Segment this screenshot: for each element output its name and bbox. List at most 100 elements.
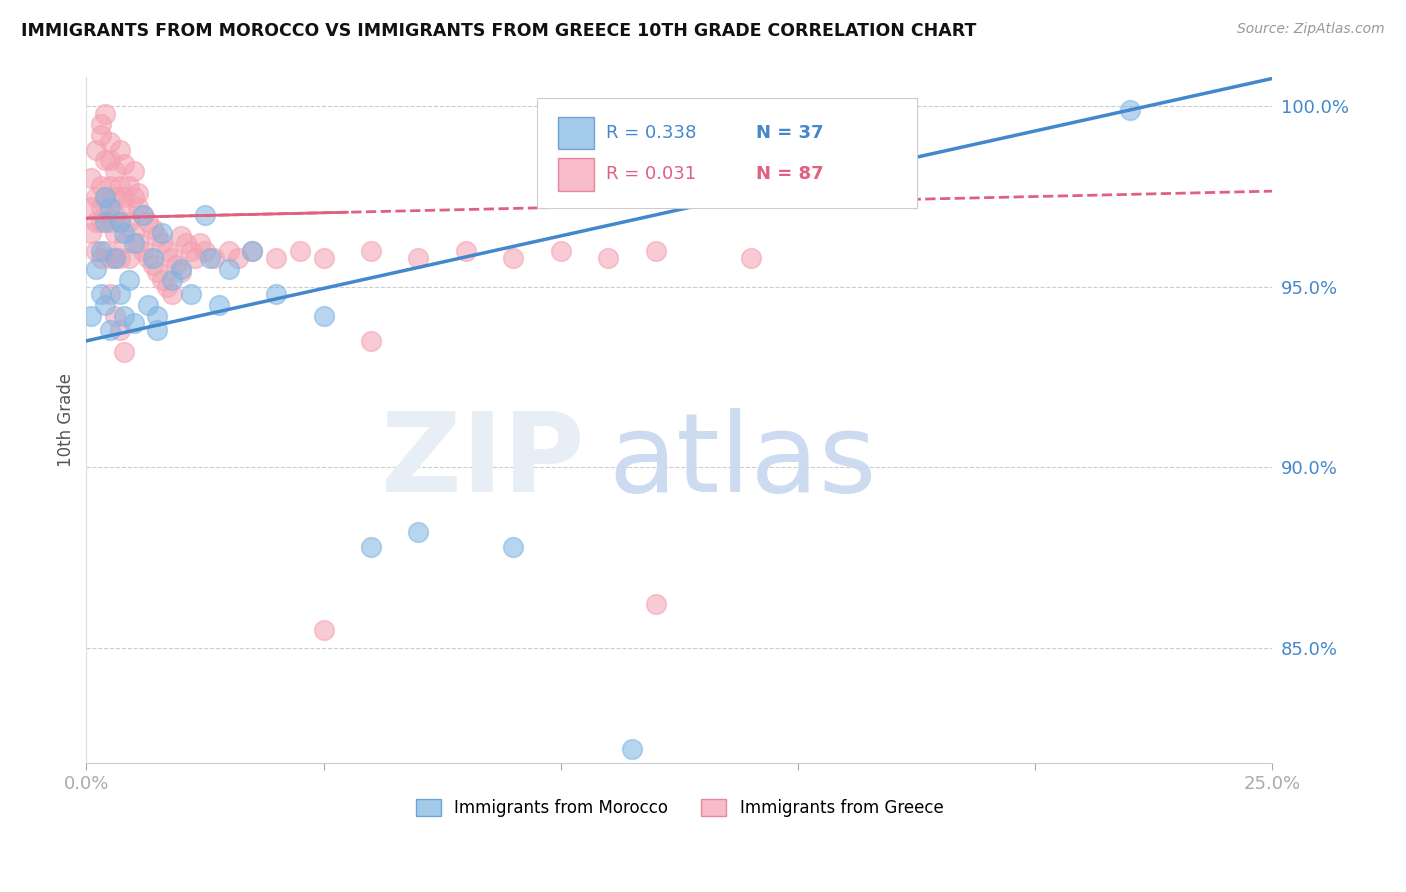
Point xyxy=(142,258,165,272)
Point xyxy=(170,261,193,276)
Point xyxy=(502,251,524,265)
Point xyxy=(156,244,179,258)
Point xyxy=(108,287,131,301)
Point xyxy=(89,117,111,131)
Point xyxy=(136,215,159,229)
Point xyxy=(226,251,249,265)
Point xyxy=(170,229,193,244)
Text: R = 0.338: R = 0.338 xyxy=(606,124,696,142)
Point xyxy=(127,236,149,251)
Point xyxy=(127,186,149,200)
Point xyxy=(94,153,117,168)
Point xyxy=(160,272,183,286)
Point xyxy=(264,287,287,301)
Point xyxy=(312,309,335,323)
Point xyxy=(132,208,155,222)
Point xyxy=(122,316,145,330)
Point xyxy=(112,344,135,359)
Point xyxy=(194,208,217,222)
Point xyxy=(89,244,111,258)
Point xyxy=(122,164,145,178)
Point xyxy=(174,236,197,251)
Point xyxy=(112,226,135,240)
Point xyxy=(98,136,121,150)
Point xyxy=(360,334,382,348)
Text: R = 0.031: R = 0.031 xyxy=(606,165,696,183)
Point xyxy=(598,251,620,265)
Point xyxy=(194,244,217,258)
Point xyxy=(84,189,107,203)
Point xyxy=(454,244,477,258)
Point xyxy=(118,251,141,265)
Point xyxy=(89,287,111,301)
Point xyxy=(112,189,135,203)
Point xyxy=(218,261,240,276)
Point xyxy=(108,215,131,229)
Point xyxy=(644,244,666,258)
Point xyxy=(142,251,165,265)
Point xyxy=(288,244,311,258)
Point xyxy=(94,106,117,120)
Point xyxy=(150,236,173,251)
Point xyxy=(80,200,103,214)
Point xyxy=(550,244,572,258)
Text: N = 87: N = 87 xyxy=(756,165,824,183)
Point xyxy=(122,236,145,251)
Point xyxy=(198,251,221,265)
Point xyxy=(160,251,183,265)
Point xyxy=(146,265,169,279)
Point xyxy=(146,229,169,244)
Point xyxy=(108,143,131,157)
Point xyxy=(108,251,131,265)
Text: N = 37: N = 37 xyxy=(756,124,824,142)
Point xyxy=(94,208,117,222)
Point xyxy=(156,279,179,293)
Point xyxy=(84,143,107,157)
Point xyxy=(80,309,103,323)
FancyBboxPatch shape xyxy=(537,98,917,208)
Point xyxy=(312,251,335,265)
Point xyxy=(184,251,207,265)
Point xyxy=(98,153,121,168)
Point xyxy=(84,244,107,258)
Point xyxy=(94,189,117,203)
Point xyxy=(132,244,155,258)
Point xyxy=(118,178,141,193)
Point xyxy=(1119,103,1142,117)
Point xyxy=(112,200,135,214)
Point xyxy=(146,309,169,323)
Point xyxy=(132,208,155,222)
Point xyxy=(264,251,287,265)
Point xyxy=(112,157,135,171)
Point xyxy=(89,128,111,143)
Point xyxy=(644,598,666,612)
Point xyxy=(89,178,111,193)
Point xyxy=(180,287,202,301)
Point xyxy=(127,200,149,214)
Legend: Immigrants from Morocco, Immigrants from Greece: Immigrants from Morocco, Immigrants from… xyxy=(409,792,950,823)
Point xyxy=(136,251,159,265)
Point xyxy=(150,226,173,240)
Point xyxy=(94,189,117,203)
Point xyxy=(112,236,135,251)
Point xyxy=(165,258,187,272)
Point xyxy=(150,272,173,286)
Point xyxy=(170,265,193,279)
Point xyxy=(104,251,127,265)
Point xyxy=(98,215,121,229)
Point xyxy=(104,226,127,240)
Point xyxy=(98,323,121,337)
Point xyxy=(84,261,107,276)
Point xyxy=(104,251,127,265)
Point xyxy=(218,244,240,258)
Point xyxy=(98,287,121,301)
Point xyxy=(202,251,225,265)
Point xyxy=(188,236,211,251)
Point xyxy=(360,540,382,554)
Text: ZIP: ZIP xyxy=(381,408,585,515)
Point xyxy=(180,244,202,258)
Text: IMMIGRANTS FROM MOROCCO VS IMMIGRANTS FROM GREECE 10TH GRADE CORRELATION CHART: IMMIGRANTS FROM MOROCCO VS IMMIGRANTS FR… xyxy=(21,22,976,40)
Point xyxy=(84,215,107,229)
Point xyxy=(108,215,131,229)
Point xyxy=(89,200,111,214)
